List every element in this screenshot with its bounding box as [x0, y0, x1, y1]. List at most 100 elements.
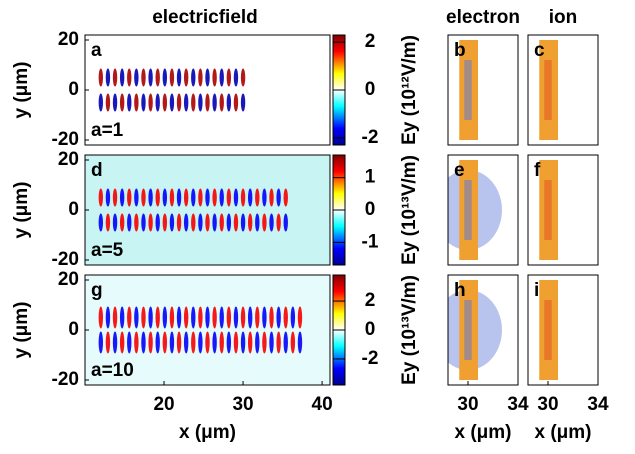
- colorbar-label: Ey (10¹³V/m): [399, 155, 420, 265]
- colorbar-tick-label: -2: [362, 348, 379, 369]
- field-pattern: [247, 188, 253, 207]
- field-pattern: [98, 68, 104, 87]
- field-pattern: [148, 93, 153, 112]
- field-pattern: [134, 68, 139, 87]
- y-tick-label: -20: [52, 249, 79, 270]
- field-pattern: [240, 331, 246, 354]
- field-pattern: [283, 306, 288, 329]
- field-pattern: [283, 188, 288, 207]
- field-pattern: [105, 331, 111, 354]
- field-pattern: [162, 188, 168, 207]
- field-pattern: [233, 306, 239, 329]
- field-pattern: [219, 331, 224, 354]
- x-tick-label: 30: [232, 394, 253, 415]
- panel: [448, 275, 518, 385]
- panel-label: i: [534, 280, 539, 301]
- field-pattern: [226, 188, 232, 207]
- panel-annotation: a=5: [91, 240, 124, 261]
- field-pattern: [162, 93, 168, 112]
- x-tick-label: 20: [153, 394, 174, 415]
- field-pattern: [105, 68, 111, 87]
- field-pattern: [183, 68, 189, 87]
- field-pattern: [240, 306, 246, 329]
- field-pattern: [134, 306, 139, 329]
- field-pattern: [134, 93, 139, 112]
- field-pattern: [148, 188, 153, 207]
- field-pattern: [176, 93, 182, 112]
- density-core: [544, 180, 552, 240]
- panel: [85, 35, 330, 145]
- x-tick-label: 34: [507, 394, 529, 415]
- field-pattern: [148, 331, 153, 354]
- field-pattern: [212, 68, 217, 87]
- panel-label: d: [91, 160, 103, 181]
- field-pattern: [155, 306, 160, 329]
- colorbar-tick-label: 1: [365, 167, 376, 188]
- density-core: [464, 60, 472, 120]
- field-pattern: [155, 68, 160, 87]
- field-pattern: [262, 188, 267, 207]
- field-pattern: [191, 331, 196, 354]
- y-axis-label: y (μm): [11, 301, 32, 358]
- field-pattern: [233, 331, 239, 354]
- field-pattern: [240, 68, 246, 87]
- panel-label: f: [534, 160, 541, 181]
- field-pattern: [169, 213, 175, 232]
- field-pattern: [183, 213, 189, 232]
- field-pattern: [148, 213, 153, 232]
- field-pattern: [127, 68, 132, 87]
- field-pattern: [169, 188, 175, 207]
- panel: [85, 155, 330, 265]
- field-pattern: [141, 68, 146, 87]
- panel-label: g: [91, 280, 103, 301]
- y-tick-label: -20: [52, 129, 79, 150]
- panel: [528, 155, 598, 265]
- field-pattern: [176, 188, 182, 207]
- column-title: electricfield: [152, 7, 258, 28]
- field-pattern: [127, 331, 132, 354]
- field-pattern: [255, 331, 260, 354]
- panel-bg: [85, 35, 330, 145]
- field-pattern: [162, 306, 168, 329]
- field-pattern: [212, 188, 217, 207]
- field-pattern: [198, 213, 203, 232]
- field-pattern: [148, 306, 153, 329]
- panel-frame: [527, 274, 599, 386]
- panel-label: b: [454, 40, 466, 61]
- field-pattern: [262, 331, 267, 354]
- field-pattern: [240, 213, 246, 232]
- field-pattern: [134, 188, 139, 207]
- colorbar-tick-label: -2: [362, 127, 379, 148]
- field-pattern: [119, 188, 125, 207]
- field-pattern: [269, 331, 274, 354]
- field-pattern: [255, 306, 260, 329]
- field-pattern: [290, 306, 296, 329]
- x-tick-label: 30: [537, 394, 558, 415]
- field-pattern: [119, 306, 125, 329]
- field-pattern: [112, 188, 118, 207]
- field-pattern: [162, 68, 168, 87]
- y-tick-label: 0: [68, 79, 79, 100]
- x-tick-label: 34: [587, 394, 609, 415]
- panel: [528, 275, 598, 385]
- field-pattern: [183, 93, 189, 112]
- field-pattern: [141, 331, 146, 354]
- field-pattern: [233, 93, 239, 112]
- field-pattern: [205, 213, 210, 232]
- field-pattern: [255, 213, 260, 232]
- field-pattern: [169, 93, 175, 112]
- field-pattern: [162, 213, 168, 232]
- field-pattern: [262, 213, 267, 232]
- panel-annotation: a=1: [91, 120, 124, 141]
- field-pattern: [127, 213, 132, 232]
- field-pattern: [219, 68, 224, 87]
- field-pattern: [262, 306, 267, 329]
- field-pattern: [155, 188, 160, 207]
- panel-label: h: [454, 280, 466, 301]
- field-pattern: [176, 331, 182, 354]
- field-pattern: [141, 93, 146, 112]
- column-title: ion: [549, 7, 578, 28]
- field-pattern: [205, 331, 210, 354]
- field-pattern: [198, 188, 203, 207]
- field-pattern: [269, 306, 274, 329]
